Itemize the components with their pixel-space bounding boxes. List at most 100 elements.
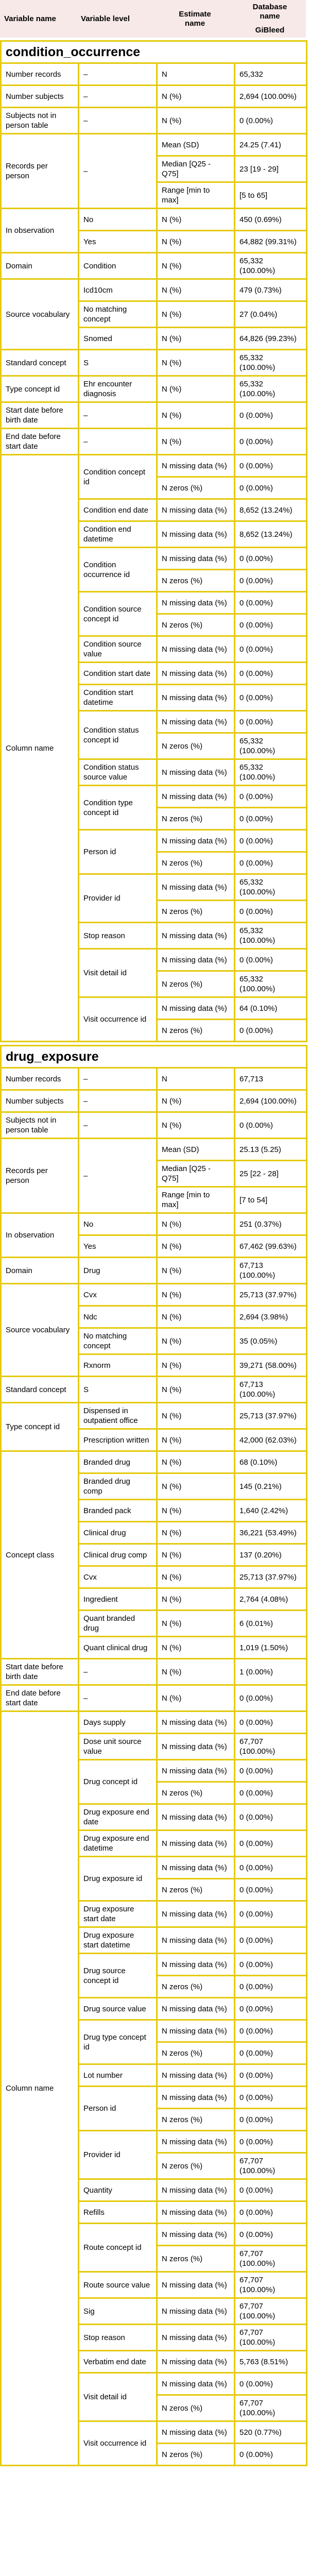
table-row: N zeros (%) 67,707 (100.00%): [1, 2245, 308, 2273]
table-row: Subjects not in person table – N (%) 0 (0.0…: [0, 1111, 308, 1139]
table-row: Condition type concept id N missing data …: [1, 785, 308, 831]
estimate-name-cell: N zeros (%): [156, 1019, 235, 1042]
value-cell: 0 (0.00%): [233, 900, 308, 923]
value-cell: 67,707 (100.00%): [233, 2394, 308, 2422]
estimate-name-cell: N missing data (%): [156, 547, 235, 570]
estimate-name-cell: N missing data (%): [156, 1997, 235, 2021]
estimate-name-cell: N missing data (%): [156, 635, 235, 663]
value-cell: 251 (0.37%): [233, 1212, 308, 1236]
table-row: N zeros (%) 0 (0.00%): [1, 613, 308, 637]
table-row: Drug concept id N missing data (%) 0 (0.00…: [1, 1759, 308, 1805]
variable-level-cell: Drug source value: [78, 1997, 158, 2021]
value-cell: 5,763 (8.51%): [233, 2350, 308, 2374]
estimate-name-cell: N zeros (%): [156, 851, 235, 875]
table-row: Yes N (%) 64,882 (99.31%): [1, 230, 308, 253]
table-row: Column name Days supply N missing data (%)…: [0, 1710, 308, 2466]
table-row: Rxnorm N (%) 39,271 (58.00%): [1, 1353, 308, 1377]
value-cell: 0 (0.00%): [233, 1111, 308, 1139]
table-row: Condition end datetime N missing data (%)…: [1, 520, 308, 548]
variable-level-cell: Drug type concept id: [78, 2019, 158, 2065]
table-row: Visit occurrence id N missing data (%) 64 …: [1, 996, 308, 1042]
value-cell: 65,332: [233, 62, 308, 86]
value-cell: 0 (0.00%): [233, 1803, 308, 1831]
variable-level-cell: Condition type concept id: [78, 785, 158, 831]
value-cell: 25,713 (37.97%): [233, 1283, 308, 1307]
variable-level-cell: Visit occurrence id: [78, 996, 158, 1042]
estimate-name-cell: N zeros (%): [156, 970, 235, 998]
table-row: Visit detail id N missing data (%) 0 (0.00…: [1, 2372, 308, 2422]
variable-name-cell: Domain: [0, 252, 79, 280]
estimate-name-cell: N (%): [156, 1472, 235, 1500]
variable-level-cell: Quant clinical drug: [78, 1636, 158, 1659]
table-row: Condition start datetime N missing data (…: [1, 684, 308, 711]
value-cell: 64,882 (99.31%): [233, 230, 308, 253]
value-cell: 65,332 (100.00%): [233, 873, 308, 901]
table-row: Drug exposure start date N missing data (…: [1, 1900, 308, 1928]
value-cell: 0 (0.00%): [233, 107, 308, 134]
value-cell: 65,332 (100.00%): [233, 758, 308, 786]
estimate-name-cell: N (%): [156, 1565, 235, 1589]
table-row: N zeros (%) 0 (0.00%): [1, 1975, 308, 1998]
section-table: condition_occurrence Number records – N 65,3…: [0, 40, 308, 1042]
estimate-name-cell: N missing data (%): [156, 2420, 235, 2444]
value-cell: 0 (0.00%): [233, 2372, 308, 2396]
table-row: Condition status concept id N missing dat…: [1, 710, 308, 760]
value-cell: 0 (0.00%): [233, 2019, 308, 2043]
estimate-name-cell: N (%): [156, 1212, 235, 1236]
variable-level-cell: Yes: [78, 1234, 158, 1258]
value-cell: 0 (0.00%): [233, 2063, 308, 2087]
variable-level-cell: Drug exposure start date: [78, 1900, 158, 1928]
value-cell: 0 (0.00%): [233, 1953, 308, 1976]
table-row: Dose unit source value N missing data (%)…: [1, 1733, 308, 1760]
value-cell: 0 (0.00%): [233, 1829, 308, 1857]
table-row: Start date before birth date – N (%) 0 (0.0…: [0, 401, 308, 429]
estimate-name-cell: N missing data (%): [156, 454, 235, 478]
value-cell: 36,221 (53.49%): [233, 1521, 308, 1545]
table-header: Variable name Variable level Estimate na…: [0, 0, 306, 38]
estimate-name-cell: N zeros (%): [156, 2152, 235, 2180]
value-cell: 8,652 (13.24%): [233, 498, 308, 522]
value-cell: 0 (0.00%): [233, 428, 308, 455]
table-row: Condition occurrence id N missing data (%…: [1, 547, 308, 592]
variable-level-cell: Rxnorm: [78, 1353, 158, 1377]
table-row: Number records – N 67,713: [0, 1067, 308, 1091]
variable-name-cell: Start date before birth date: [0, 401, 79, 429]
estimate-name-cell: N (%): [156, 1521, 235, 1545]
estimate-name-cell: N (%): [156, 230, 235, 253]
table-row: N zeros (%) 0 (0.00%): [1, 1878, 308, 1902]
value-cell: 0 (0.00%): [233, 807, 308, 831]
table-row: Drug exposure id N missing data (%) 0 (0.0…: [1, 1856, 308, 1902]
table-row: End date before start date – N (%) 0 (0.00%…: [0, 428, 308, 455]
table-row: Subjects not in person table – N (%) 0 (0.0…: [0, 107, 308, 134]
value-cell: 1,019 (1.50%): [233, 1636, 308, 1659]
estimate-name-cell: N missing data (%): [156, 2178, 235, 2202]
value-cell: 0 (0.00%): [233, 1926, 308, 1954]
variable-level-cell: Provider id: [78, 873, 158, 923]
value-cell: 35 (0.05%): [233, 1327, 308, 1355]
table-row: Standard concept S N (%) 65,332 (100.00%): [0, 349, 308, 377]
table-row: Type concept id Ehr encounter diagnosis N …: [0, 375, 308, 403]
variable-name-cell: Source vocabulary: [0, 1283, 79, 1377]
variable-name-cell: Type concept id: [0, 375, 79, 403]
table-row: Condition end date N missing data (%) 8,65…: [1, 498, 308, 522]
estimate-name-cell: N zeros (%): [156, 732, 235, 760]
table-row: Visit occurrence id N missing data (%) 520…: [1, 2420, 308, 2466]
variable-level-cell: Drug: [78, 1257, 158, 1284]
value-cell: 0 (0.00%): [233, 613, 308, 637]
variable-level-cell: No matching concept: [78, 1327, 158, 1355]
estimate-name-cell: N (%): [156, 1658, 235, 1686]
estimate-name-cell: N missing data (%): [156, 922, 235, 950]
variable-level-cell: Stop reason: [78, 2324, 158, 2351]
value-cell: 8,652 (13.24%): [233, 520, 308, 548]
variable-level-cell: S: [78, 349, 158, 377]
value-cell: 67,707 (100.00%): [233, 2324, 308, 2351]
variable-level-cell: No: [78, 1212, 158, 1236]
variable-level-cell: Route concept id: [78, 2223, 158, 2273]
variable-level-cell: Clinical drug comp: [78, 1543, 158, 1567]
header-variable-name: Variable name: [4, 14, 56, 23]
table-row: In observation No N (%) 450 (0.69%): [0, 208, 308, 253]
table-row: N zeros (%) 0 (0.00%): [1, 851, 308, 875]
variable-name-cell: Number records: [0, 62, 79, 86]
value-cell: 68 (0.10%): [233, 1450, 308, 1474]
value-cell: 67,707 (100.00%): [233, 1733, 308, 1760]
